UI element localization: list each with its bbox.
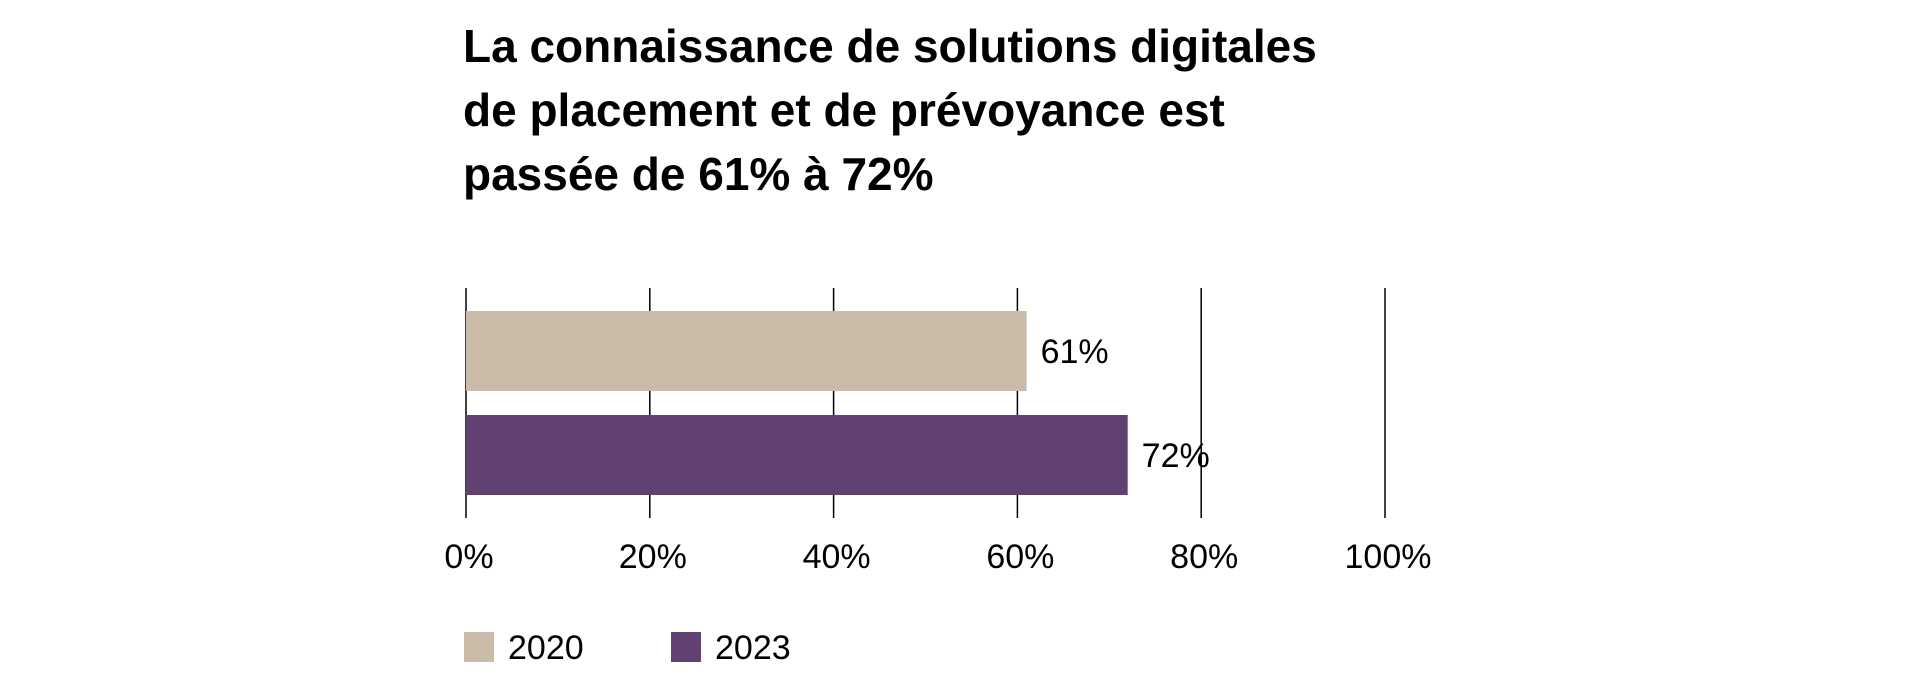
x-tick-label: 60% (986, 538, 1054, 576)
legend-swatch (464, 632, 494, 662)
x-tick-label: 0% (444, 538, 493, 576)
x-tick-label: 40% (803, 538, 871, 576)
legend-label: 2023 (715, 629, 791, 667)
bar-2023 (466, 415, 1128, 495)
chart-title: La connaissance de solutions digitales d… (463, 14, 1463, 206)
x-tick-label: 100% (1345, 538, 1432, 576)
legend-label: 2020 (508, 629, 584, 667)
x-tick-label: 80% (1170, 538, 1238, 576)
title-line: de placement et de prévoyance est (463, 84, 1225, 136)
bar-2020 (466, 311, 1027, 391)
data-label: 61% (1041, 333, 1109, 371)
data-label: 72% (1142, 437, 1210, 475)
legend-swatch (671, 632, 701, 662)
x-tick-label: 20% (619, 538, 687, 576)
title-line: La connaissance de solutions digitales (463, 20, 1317, 72)
title-line: passée de 61% à 72% (463, 148, 934, 200)
